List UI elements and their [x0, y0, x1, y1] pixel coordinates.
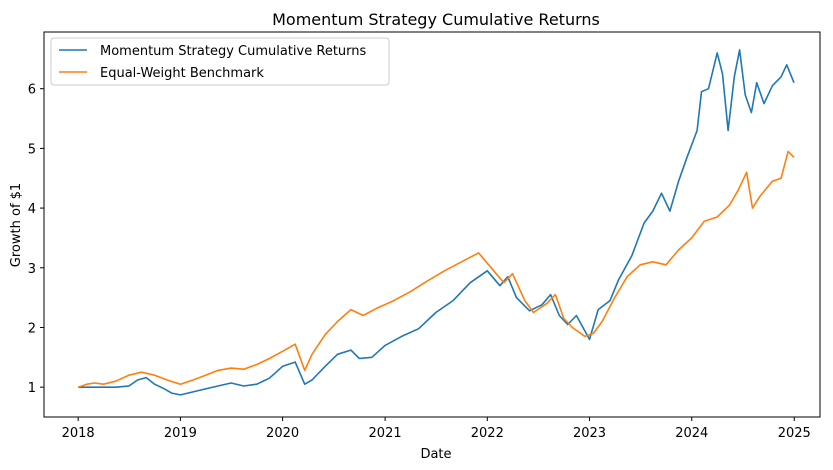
x-tick-label: 2020 [266, 426, 299, 441]
legend-frame [50, 37, 390, 86]
plot-frame [43, 31, 821, 418]
x-axis: 2018 2019 2020 2021 2022 2023 2024 2025 [62, 417, 811, 441]
chart-title: Momentum Strategy Cumulative Returns [272, 10, 600, 29]
x-tick-label: 2025 [778, 426, 811, 441]
plot-area [43, 31, 821, 418]
x-axis-label: Date [420, 447, 451, 462]
x-tick-label: 2024 [675, 426, 708, 441]
benchmark-series-line [77, 150, 795, 388]
y-tick-label: 4 [28, 202, 36, 217]
x-tick-label: 2018 [62, 426, 95, 441]
y-tick-label: 2 [28, 321, 36, 336]
x-tick-label: 2022 [471, 426, 504, 441]
series-layer [77, 49, 795, 396]
x-tick-label: 2023 [573, 426, 606, 441]
y-tick-label: 3 [28, 262, 36, 277]
legend-label-momentum: Momentum Strategy Cumulative Returns [100, 44, 367, 59]
legend-label-benchmark: Equal-Weight Benchmark [100, 66, 264, 81]
y-tick-label: 5 [28, 142, 36, 157]
x-tick-label: 2019 [164, 426, 197, 441]
momentum-series-line [78, 49, 795, 396]
x-tick-label: 2021 [369, 426, 402, 441]
legend: Momentum Strategy Cumulative Returns Equ… [50, 37, 390, 86]
y-tick-label: 6 [28, 83, 36, 98]
y-axis: 1 2 3 4 5 6 [28, 83, 44, 396]
y-tick-label: 1 [28, 381, 36, 396]
y-axis-label: Growth of $1 [9, 183, 24, 267]
